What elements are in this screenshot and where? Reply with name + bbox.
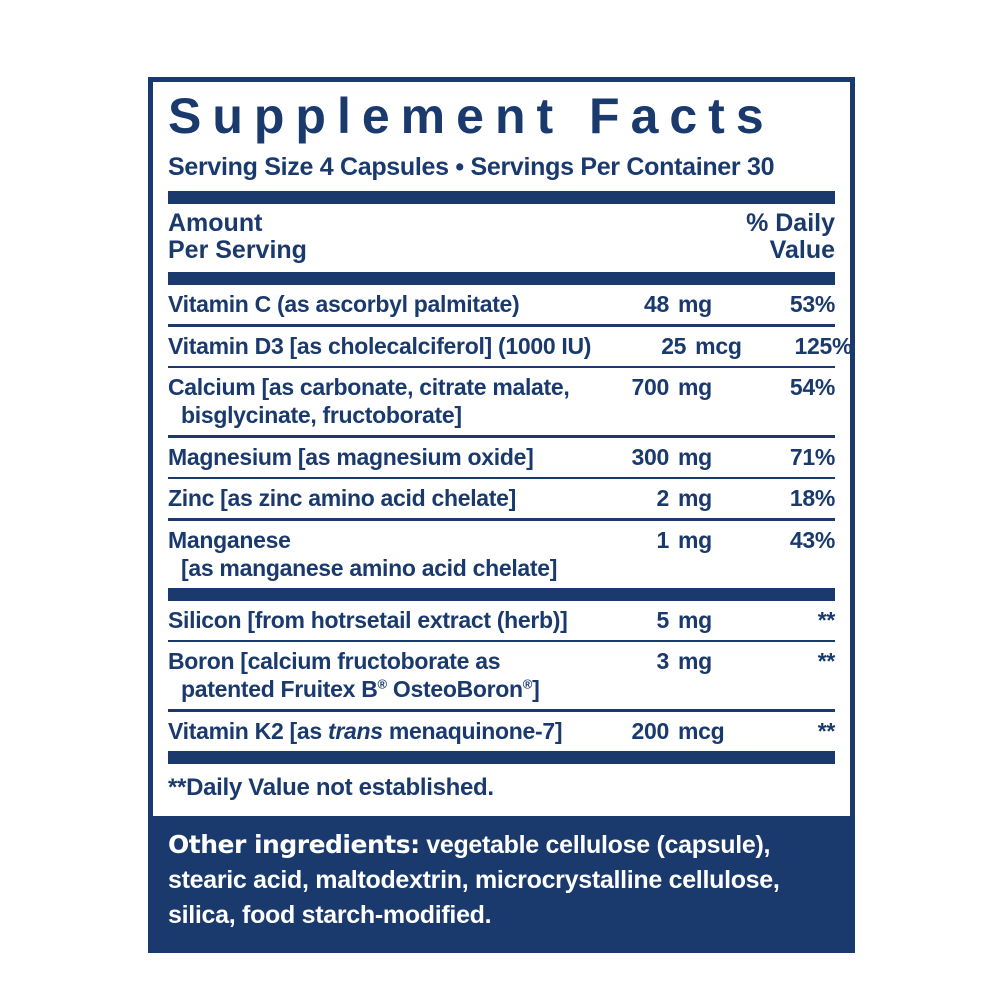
nutrient-name-line1: Boron [calcium fructoborate as: [168, 648, 501, 674]
nutrient-unit: mcg: [695, 332, 742, 359]
nutrient-name-line2: [as manganese amino acid chelate]: [181, 554, 558, 581]
thin-divider: [168, 518, 835, 521]
nutrient-name: Zinc [as zinc amino acid chelate]: [168, 485, 516, 511]
nutrient-amount: 200: [631, 717, 670, 744]
k2-name-text: Vitamin K2 [as: [168, 717, 328, 744]
row-zinc: Zinc [as zinc amino acid chelate] 2 mg 1…: [168, 479, 835, 518]
nutrient-amount: 700: [631, 374, 670, 400]
panel-title: Supplement Facts: [168, 88, 775, 144]
nutrient-amount: 3: [656, 648, 670, 674]
row-vitamin-c: Vitamin C (as ascorbyl palmitate) 48 mg …: [168, 285, 835, 324]
nutrient-amount: 25: [661, 332, 687, 359]
other-ingredients-label: Other ingredients:: [168, 829, 420, 859]
row-boron: Boron [calcium fructoborate as patented …: [168, 642, 835, 709]
nutrient-amount: 5: [656, 606, 670, 633]
header-amount-line2: Per Serving: [168, 236, 307, 264]
boron-line2-text: patented Fruitex B: [181, 676, 378, 702]
nutrient-name: Calcium [as carbonate, citrate malate, b…: [168, 373, 574, 429]
nutrient-amount: 48: [644, 291, 669, 317]
thin-divider: [168, 324, 835, 327]
amount-per-serving-header: Amount Per Serving: [168, 210, 307, 264]
registered-trademark-icon: ®: [377, 676, 388, 692]
nutrient-unit: mg: [678, 606, 712, 633]
row-vitamin-k2: Vitamin K2 [as trans menaquinone-7] 200 …: [168, 712, 835, 751]
nutrient-unit: mg: [678, 291, 712, 317]
k2-name-text: menaquinone-7]: [382, 717, 563, 744]
nutrient-name: Vitamin C (as ascorbyl palmitate): [168, 291, 520, 317]
header-amount-line1: Amount: [168, 209, 263, 237]
nutrient-name: Magnesium [as magnesium oxide]: [168, 443, 534, 470]
nutrient-daily-value: 71%: [789, 443, 835, 470]
nutrient-daily-value: **: [817, 606, 836, 633]
serving-info: Serving Size 4 Capsules • Servings Per C…: [168, 153, 775, 181]
nutrient-amount: 2: [656, 485, 670, 511]
nutrient-unit: mg: [678, 443, 712, 470]
nutrient-name-line2: patented Fruitex B® OsteoBoron®]: [168, 675, 574, 703]
nutrient-name: Boron [calcium fructoborate as patented …: [168, 647, 574, 703]
row-calcium: Calcium [as carbonate, citrate malate, b…: [168, 368, 835, 435]
k2-name-italic: trans: [327, 717, 383, 744]
nutrient-name-line1: Calcium [as carbonate, citrate malate,: [168, 374, 570, 400]
facts-panel: Supplement Facts Serving Size 4 Capsules…: [153, 82, 852, 816]
nutrient-daily-value: **: [817, 648, 836, 674]
thin-divider: [168, 365, 835, 368]
nutrient-daily-value: 43%: [789, 526, 835, 553]
nutrient-amount: 300: [631, 443, 670, 470]
nutrient-daily-value: 125%: [794, 332, 853, 359]
header-dv-line2: Value: [769, 236, 835, 264]
boron-line2-text: ]: [532, 676, 540, 702]
nutrient-amount: 1: [656, 526, 670, 553]
row-silicon: Silicon [from hotrsetail extract (herb)]…: [168, 601, 835, 640]
nutrient-unit: mg: [678, 485, 712, 511]
nutrient-unit: mg: [678, 648, 712, 674]
nutrient-daily-value: 18%: [789, 485, 835, 511]
header-dv-line1: % Daily: [746, 209, 835, 237]
nutrient-unit: mg: [678, 374, 712, 400]
nutrient-daily-value: **: [817, 717, 836, 744]
thick-divider: [168, 191, 835, 204]
registered-trademark-icon: ®: [522, 676, 533, 692]
other-ingredients-text: vegetable cellulose (capsule), stearic a…: [168, 830, 780, 929]
thin-divider: [168, 639, 835, 642]
nutrient-unit: mcg: [678, 717, 725, 744]
row-manganese: Manganese [as manganese amino acid chela…: [168, 521, 835, 588]
thin-divider: [168, 435, 835, 438]
nutrient-daily-value: 53%: [789, 291, 835, 317]
thick-divider: [168, 272, 835, 285]
row-magnesium: Magnesium [as magnesium oxide] 300 mg 71…: [168, 438, 835, 477]
other-ingredients-panel: Other ingredients: vegetable cellulose (…: [153, 815, 850, 948]
row-vitamin-d3: Vitamin D3 [as cholecalciferol] (1000 IU…: [168, 327, 852, 366]
column-header: Amount Per Serving % Daily Value: [168, 204, 835, 272]
thin-divider: [168, 709, 835, 712]
nutrient-unit: mg: [678, 526, 712, 553]
thick-divider: [168, 587, 835, 601]
thin-divider: [168, 476, 835, 479]
nutrient-name: Silicon [from hotrsetail extract (herb)]: [168, 606, 568, 633]
nutrient-name: Vitamin D3 [as cholecalciferol] (1000 IU…: [168, 332, 592, 359]
nutrient-daily-value: 54%: [789, 374, 835, 400]
nutrient-name-line2: bisglycinate, fructoborate]: [181, 402, 462, 428]
boron-line2-text: OsteoBoron: [386, 676, 523, 702]
daily-value-footnote: **Daily Value not established.: [168, 773, 494, 801]
thick-divider: [168, 750, 835, 764]
daily-value-header: % Daily Value: [746, 210, 835, 264]
supplement-facts-label: Supplement Facts Serving Size 4 Capsules…: [148, 77, 855, 953]
nutrient-name: Vitamin K2 [as trans menaquinone-7]: [168, 717, 574, 745]
nutrient-name-line1: Manganese: [168, 526, 291, 553]
nutrient-name: Manganese [as manganese amino acid chela…: [168, 526, 574, 582]
